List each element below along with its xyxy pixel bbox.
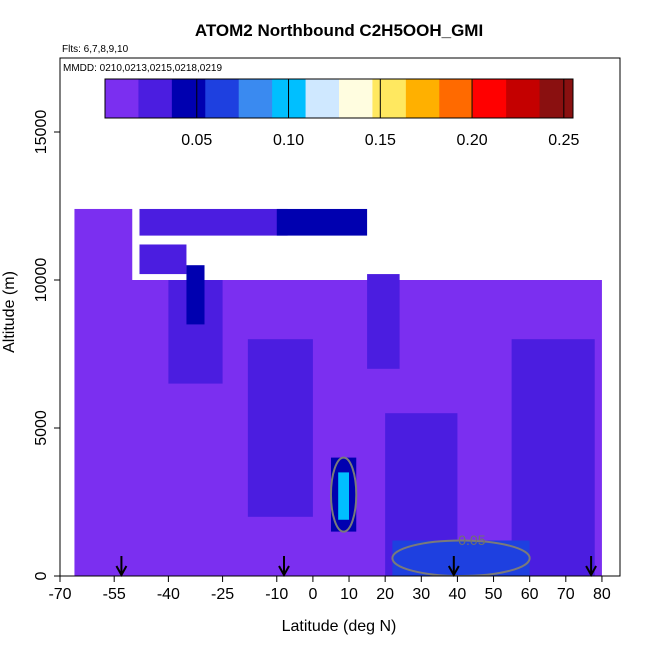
flight-arrows xyxy=(115,556,597,578)
x-tick-label: -25 xyxy=(211,586,234,603)
colorbar-tick-label: 0.05 xyxy=(181,132,212,149)
colorbar-tick-label: 0.15 xyxy=(365,132,396,149)
heatmap-cell-2 xyxy=(139,208,288,236)
heatmap-cell-8 xyxy=(367,274,400,369)
y-axis-label: Altitude (m) xyxy=(1,271,18,353)
colorbar-segment-8 xyxy=(372,79,407,118)
colorbar-frame xyxy=(104,78,574,119)
x-tick-label: 60 xyxy=(521,586,539,603)
flights-label: Flts: 6,7,8,9,10 xyxy=(62,44,129,55)
x-tick-label: 0 xyxy=(308,586,317,603)
heatmap-cell-12 xyxy=(511,339,595,576)
colorbar-segment-1 xyxy=(138,79,173,118)
colorbar-tick-label: 0.20 xyxy=(456,132,487,149)
x-tick-label: 50 xyxy=(485,586,503,603)
heatmap xyxy=(74,208,602,576)
x-tick-label: 40 xyxy=(449,586,467,603)
x-tick-label: 20 xyxy=(376,586,394,603)
colorbar-segment-4 xyxy=(238,79,273,118)
y-tick-label: 15000 xyxy=(33,110,50,155)
x-tick-label: 70 xyxy=(557,586,575,603)
colorbar-segment-11 xyxy=(472,79,507,118)
x-axis: -70 -55 -40 -25 -10 0 10 20 30 40 50 60 70 80 xyxy=(48,575,620,603)
colorbar-segment-5 xyxy=(272,79,307,118)
y-axis: 0 5000 10000 15000 xyxy=(33,110,60,580)
x-tick-label: -70 xyxy=(48,586,71,603)
heatmap-cell-7 xyxy=(247,339,313,517)
x-axis-label: Latitude (deg N) xyxy=(282,618,397,635)
colorbar: 0.05 0.10 0.15 0.20 0.25 xyxy=(104,78,579,149)
colorbar-segment-12 xyxy=(506,79,541,118)
colorbar-segment-7 xyxy=(339,79,373,118)
x-tick-label: 30 xyxy=(412,586,430,603)
colorbar-tick-label: 0.10 xyxy=(273,132,304,149)
dates-label: MMDD: 0210,0213,0215,0218,0219 xyxy=(63,63,222,74)
flight-arrow-3 xyxy=(585,556,597,578)
flight-arrow-0 xyxy=(115,556,128,578)
x-tick-label: -10 xyxy=(265,586,288,603)
y-tick-label: 5000 xyxy=(33,410,50,446)
colorbar-segment-6 xyxy=(305,79,340,118)
heatmap-cell-1 xyxy=(74,208,133,280)
x-tick-label: -40 xyxy=(157,586,180,603)
colorbar-segment-3 xyxy=(205,79,240,118)
colorbar-segment-9 xyxy=(405,79,440,118)
flight-arrow-1 xyxy=(278,556,290,578)
x-tick-label: 80 xyxy=(593,586,611,603)
contour-label: 0.05 xyxy=(458,532,485,548)
y-tick-label: 0 xyxy=(33,571,50,580)
chart-title: ATOM2 Northbound C2H5OOH_GMI xyxy=(195,21,483,40)
heatmap-cell-6 xyxy=(186,265,205,325)
heatmap-cell-13 xyxy=(392,540,530,576)
x-tick-label: 10 xyxy=(340,586,358,603)
colorbar-segment-0 xyxy=(105,79,139,118)
colorbar-segment-10 xyxy=(439,79,474,118)
contour-line-0 xyxy=(329,456,358,533)
flight-arrow-2 xyxy=(447,556,460,578)
x-tick-label: -55 xyxy=(103,586,126,603)
heatmap-cell-3 xyxy=(276,208,368,236)
y-tick-label: 10000 xyxy=(33,258,50,303)
colorbar-tick-label: 0.25 xyxy=(548,132,579,149)
heatmap-cell-10 xyxy=(338,472,350,520)
colorbar-segment-13 xyxy=(539,79,574,118)
colorbar-segment-2 xyxy=(171,79,206,118)
heatmap-cell-4 xyxy=(139,244,187,275)
